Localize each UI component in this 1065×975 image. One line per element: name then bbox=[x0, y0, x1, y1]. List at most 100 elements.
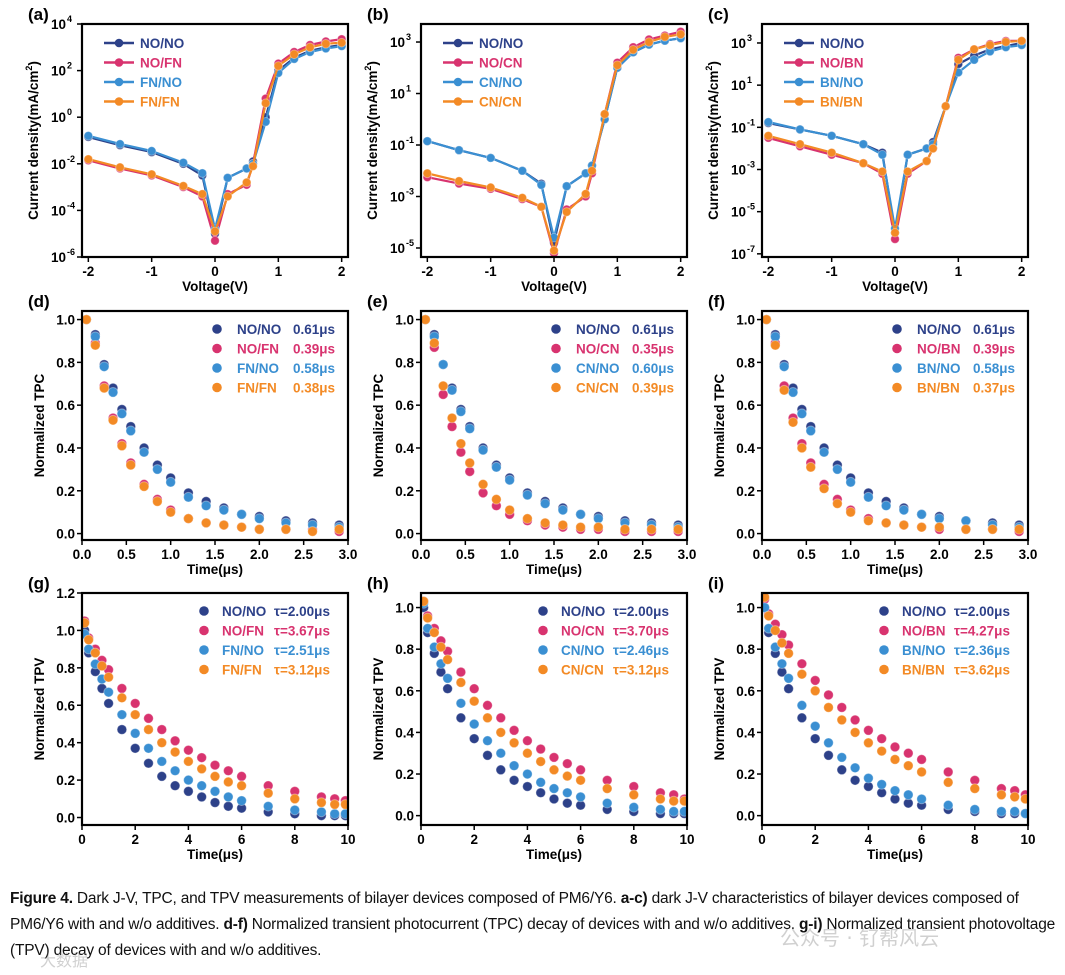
data-point-BN-BN bbox=[762, 314, 772, 325]
data-point-CN-CN bbox=[619, 523, 631, 535]
data-point-NO-BN bbox=[942, 766, 954, 778]
data-point-BN-BN bbox=[858, 158, 869, 168]
data-point-CN-NO bbox=[548, 783, 560, 794]
data-point-FN-FN bbox=[262, 787, 274, 799]
data-point-BN-NO bbox=[796, 700, 808, 711]
plot-area bbox=[421, 596, 687, 819]
x-tick-label: 0 bbox=[550, 264, 558, 279]
data-point-CN-CN bbox=[435, 641, 447, 653]
data-point-BN-NO bbox=[763, 117, 774, 127]
plot-area bbox=[763, 36, 1027, 244]
data-point-NO-CN bbox=[482, 700, 493, 711]
y-axis-title: Normalized TPV bbox=[371, 658, 386, 761]
y-tick-label: 10 bbox=[390, 189, 405, 204]
data-point-FN-FN bbox=[321, 39, 331, 49]
x-tick-label: 1.0 bbox=[161, 547, 180, 562]
legend-label: BN/NO bbox=[902, 643, 946, 658]
data-point-NO-NO bbox=[508, 774, 520, 786]
legend-value: τ=2.51μs bbox=[274, 643, 330, 658]
data-point-NO-NO bbox=[849, 774, 861, 786]
data-point-CN-CN bbox=[491, 494, 502, 505]
plot-frame bbox=[80, 591, 350, 827]
legend-value: 0.37μs bbox=[973, 381, 1015, 396]
data-point-BN-BN bbox=[1013, 523, 1025, 535]
y-tick-exponent: -2 bbox=[67, 154, 75, 164]
data-point-BN-BN bbox=[809, 685, 821, 697]
data-point-FN-FN bbox=[156, 737, 168, 748]
data-point-CN-CN bbox=[454, 176, 464, 186]
data-point-CN-NO bbox=[468, 718, 480, 730]
legend-marker bbox=[114, 77, 124, 87]
legend-marker bbox=[879, 664, 889, 675]
caption-label-a-c: a-c) bbox=[620, 890, 648, 907]
data-point-FN-FN bbox=[103, 671, 114, 683]
legend-value: 0.61μs bbox=[293, 322, 335, 337]
y-tick-label: 1.0 bbox=[56, 623, 75, 638]
data-point-FN-FN bbox=[210, 226, 220, 237]
data-point-NO-FN bbox=[209, 759, 221, 771]
data-point-BN-BN bbox=[880, 517, 892, 529]
plot-area bbox=[762, 314, 1025, 537]
legend-label: FN/NO bbox=[140, 75, 182, 90]
y-axis-title: Normalized TPV bbox=[32, 658, 47, 761]
x-tick-label: 1.0 bbox=[500, 547, 519, 562]
data-point-BN-BN bbox=[985, 40, 995, 50]
y-tick-label: 0.4 bbox=[56, 441, 75, 456]
data-point-FN-FN bbox=[115, 162, 125, 173]
series-line-FN-NO bbox=[88, 45, 342, 231]
plot-frame bbox=[760, 309, 1030, 542]
legend-marker bbox=[199, 625, 209, 636]
y-tick-label: 0.4 bbox=[395, 441, 414, 456]
data-point-NO-NO bbox=[468, 733, 480, 744]
data-point-FN-NO bbox=[223, 791, 234, 803]
data-point-BN-BN bbox=[921, 156, 932, 166]
y-tick-label: 0.4 bbox=[736, 441, 755, 456]
data-point-BN-BN bbox=[916, 521, 927, 533]
plot-area bbox=[82, 615, 348, 821]
data-point-BN-BN bbox=[762, 593, 770, 603]
data-point-FN-NO bbox=[115, 139, 125, 149]
data-point-FN-NO bbox=[200, 500, 212, 512]
data-point-BN-NO bbox=[863, 772, 874, 784]
panel-label: (g) bbox=[28, 574, 50, 593]
data-point-CN-CN bbox=[593, 521, 604, 533]
data-point-FN-NO bbox=[183, 774, 194, 786]
x-tick-label: 6 bbox=[238, 832, 246, 847]
legend-label: NO/FN bbox=[140, 56, 182, 71]
x-tick-label: 6 bbox=[918, 832, 926, 847]
data-point-NO-BN bbox=[863, 725, 874, 736]
data-point-BN-BN bbox=[969, 783, 981, 794]
data-point-FN-FN bbox=[236, 521, 247, 533]
panel-f: (f) 0.0 0.5 1.0 1.5 2.0 2.5 3.0 0.0 0.2 0.4 0.6 0.8 1… bbox=[708, 292, 1037, 577]
data-point-BN-NO bbox=[776, 658, 788, 670]
legend-value: τ=3.62μs bbox=[954, 663, 1010, 678]
y-tick-exponent: 2 bbox=[67, 61, 72, 71]
legend-marker bbox=[538, 645, 548, 655]
data-point-FN-NO bbox=[222, 172, 233, 183]
data-point-BN-BN bbox=[826, 147, 837, 158]
y-tick-label: 0.6 bbox=[56, 398, 75, 413]
data-point-FN-FN bbox=[336, 37, 347, 48]
legend-label: CN/CN bbox=[479, 95, 522, 110]
legend-label: BN/BN bbox=[917, 381, 960, 396]
data-point-FN-FN bbox=[241, 177, 252, 188]
data-point-BN-NO bbox=[916, 793, 927, 805]
data-point-CN-CN bbox=[672, 523, 684, 535]
legend-label: CN/NO bbox=[576, 361, 620, 376]
data-point-BN-BN bbox=[863, 737, 874, 749]
x-axis-title: Time(μs) bbox=[526, 562, 582, 577]
x-tick-label: 2.0 bbox=[930, 547, 949, 562]
data-point-FN-FN bbox=[83, 154, 94, 164]
data-point-BN-BN bbox=[898, 519, 910, 531]
y-tick-label: 0.8 bbox=[736, 642, 755, 657]
data-point-CN-NO bbox=[504, 474, 515, 486]
y-tick-label: 0.8 bbox=[395, 642, 414, 657]
data-point-BN-BN bbox=[1016, 36, 1027, 46]
y-tick-label: 10 bbox=[390, 241, 405, 256]
x-tick-label: 10 bbox=[340, 832, 355, 847]
y-tick-label: 10 bbox=[51, 64, 66, 79]
data-point-BN-NO bbox=[778, 361, 790, 372]
legend-marker bbox=[794, 77, 804, 87]
data-point-CN-CN bbox=[442, 654, 453, 665]
panel-h: (h) 0 2 4 6 8 10 0.0 0.2 0.4 0.6 0.8 1.0 Time(μs) Norm… bbox=[367, 574, 695, 862]
